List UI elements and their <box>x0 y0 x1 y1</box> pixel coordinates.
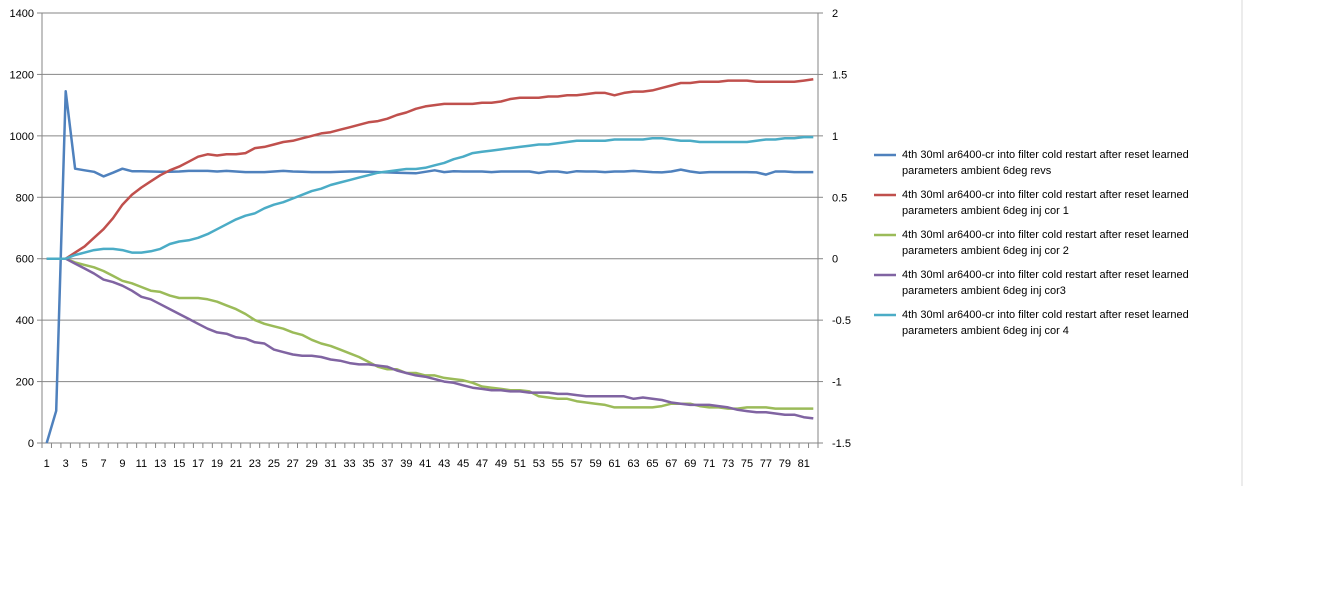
legend-label-line: parameters ambient 6deg revs <box>902 165 1052 177</box>
x-tick-label: 81 <box>798 458 810 470</box>
x-tick-label: 35 <box>362 458 374 470</box>
x-tick-label: 65 <box>646 458 658 470</box>
y-left-tick-label: 400 <box>16 315 34 327</box>
legend-label-line: 4th 30ml ar6400-cr into filter cold rest… <box>902 229 1189 241</box>
x-tick-label: 31 <box>325 458 337 470</box>
legend-label: 4th 30ml ar6400-cr into filter cold rest… <box>902 269 1189 297</box>
x-tick-label: 47 <box>476 458 488 470</box>
x-tick-label: 63 <box>627 458 639 470</box>
axes <box>37 12 823 448</box>
x-tick-label: 25 <box>268 458 280 470</box>
series-line-5 <box>46 135 814 260</box>
x-tick-label: 39 <box>400 458 412 470</box>
x-tick-label: 37 <box>381 458 393 470</box>
legend-label: 4th 30ml ar6400-cr into filter cold rest… <box>902 149 1189 177</box>
y-right-tick-label: 0.5 <box>832 192 847 204</box>
right-axis-tick-labels: -1.5 -1 -0.5 0 0.5 1 1.5 2 <box>832 8 851 450</box>
y-right-tick-label: 1.5 <box>832 69 847 81</box>
y-right-tick-label: -1.5 <box>832 438 851 450</box>
x-tick-label: 41 <box>419 458 431 470</box>
x-tick-label: 49 <box>495 458 507 470</box>
x-tick-label: 71 <box>703 458 715 470</box>
x-tick-label: 29 <box>306 458 318 470</box>
x-tick-label: 55 <box>552 458 564 470</box>
x-tick-label: 7 <box>100 458 106 470</box>
x-tick-label: 67 <box>665 458 677 470</box>
legend: 4th 30ml ar6400-cr into filter cold rest… <box>874 149 1189 337</box>
x-tick-label: 43 <box>438 458 450 470</box>
x-tick-label: 15 <box>173 458 185 470</box>
y-left-tick-label: 0 <box>28 438 34 450</box>
legend-label-line: parameters ambient 6deg inj cor3 <box>902 285 1066 297</box>
y-right-tick-label: -0.5 <box>832 315 851 327</box>
x-tick-label: 45 <box>457 458 469 470</box>
y-right-tick-label: 1 <box>832 131 838 143</box>
x-tick-label: 1 <box>44 458 50 470</box>
x-tick-label: 57 <box>571 458 583 470</box>
x-tick-label: 27 <box>287 458 299 470</box>
x-tick-label: 33 <box>343 458 355 470</box>
x-tick-label: 53 <box>533 458 545 470</box>
x-tick-label: 69 <box>684 458 696 470</box>
series-line-1 <box>45 90 814 444</box>
legend-label: 4th 30ml ar6400-cr into filter cold rest… <box>902 229 1189 257</box>
y-left-tick-label: 1400 <box>10 8 34 20</box>
x-tick-label: 51 <box>514 458 526 470</box>
x-tick-label: 5 <box>82 458 88 470</box>
series-line-4 <box>46 257 814 420</box>
y-left-tick-label: 200 <box>16 377 34 389</box>
x-tick-label: 61 <box>608 458 620 470</box>
x-tick-label: 21 <box>230 458 242 470</box>
x-tick-label: 9 <box>119 458 125 470</box>
x-tick-label: 59 <box>589 458 601 470</box>
x-tick-label: 13 <box>154 458 166 470</box>
y-right-tick-label: -1 <box>832 377 842 389</box>
series-lines <box>45 78 814 444</box>
x-tick-label: 79 <box>779 458 791 470</box>
legend-label-line: 4th 30ml ar6400-cr into filter cold rest… <box>902 189 1189 201</box>
legend-label: 4th 30ml ar6400-cr into filter cold rest… <box>902 189 1189 217</box>
y-left-tick-label: 1200 <box>10 69 34 81</box>
y-right-tick-label: 2 <box>832 8 838 20</box>
x-tick-label: 75 <box>741 458 753 470</box>
y-left-tick-label: 800 <box>16 192 34 204</box>
x-tick-label: 19 <box>211 458 223 470</box>
y-left-tick-label: 600 <box>16 254 34 266</box>
y-left-tick-label: 1000 <box>10 131 34 143</box>
legend-label-line: 4th 30ml ar6400-cr into filter cold rest… <box>902 309 1189 321</box>
x-tick-label: 11 <box>136 458 147 470</box>
legend-label-line: parameters ambient 6deg inj cor 1 <box>902 205 1069 217</box>
series-line-2 <box>46 78 814 260</box>
x-tick-label: 3 <box>63 458 69 470</box>
x-tick-label: 17 <box>192 458 204 470</box>
left-axis-tick-labels: 0 200 400 600 800 1000 1200 1400 <box>10 8 34 450</box>
legend-label-line: parameters ambient 6deg inj cor 2 <box>902 245 1069 257</box>
legend-label: 4th 30ml ar6400-cr into filter cold rest… <box>902 309 1189 337</box>
legend-label-line: 4th 30ml ar6400-cr into filter cold rest… <box>902 149 1189 161</box>
legend-label-line: parameters ambient 6deg inj cor 4 <box>902 325 1069 337</box>
legend-label-line: 4th 30ml ar6400-cr into filter cold rest… <box>902 269 1189 281</box>
x-tick-label: 77 <box>760 458 772 470</box>
series-line-3 <box>46 257 814 410</box>
x-axis-tick-labels: 1 3 5 7 9 11 13 15 17 19 21 23 25 27 29 31 33 35 37 39 41 43 4… <box>44 458 810 470</box>
x-tick-label: 73 <box>722 458 734 470</box>
x-tick-label: 23 <box>249 458 261 470</box>
y-right-tick-label: 0 <box>832 254 838 266</box>
